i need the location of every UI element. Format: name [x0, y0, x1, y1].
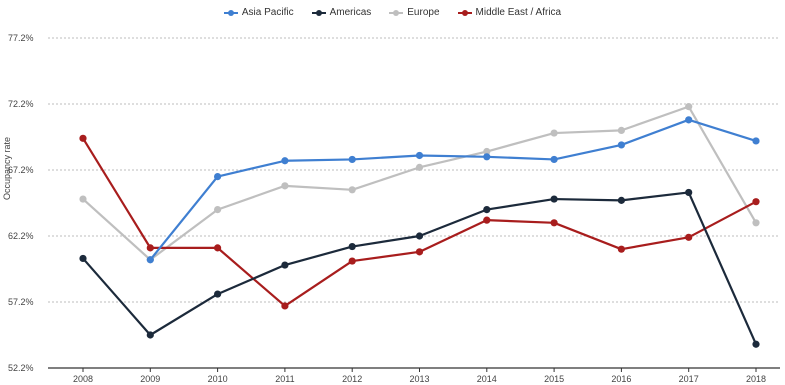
x-tick-label: 2018 — [746, 374, 766, 384]
data-point-europe[interactable] — [617, 126, 626, 134]
data-point-americas[interactable] — [550, 195, 558, 203]
legend-swatch-asia-pacific — [223, 9, 238, 16]
legend-item-asia-pacific[interactable]: Asia Pacific — [223, 7, 294, 18]
y-tick-label: 62.2% — [8, 231, 34, 241]
data-point-americas[interactable] — [752, 340, 760, 348]
series-lines — [79, 103, 760, 348]
legend-label-middle-east-africa: Middle East / Africa — [475, 7, 562, 18]
legend-label-americas: Americas — [329, 7, 372, 18]
series-americas — [79, 188, 760, 348]
data-point-europe[interactable] — [685, 103, 693, 111]
data-point-asia-pacific[interactable] — [146, 256, 154, 264]
x-tick-label: 2013 — [409, 374, 429, 384]
legend-item-americas[interactable]: Americas — [311, 7, 372, 18]
data-point-asia-pacific[interactable] — [550, 155, 558, 164]
y-tick-label: 57.2% — [8, 297, 34, 307]
data-point-middle-east-africa[interactable] — [550, 219, 558, 227]
data-point-americas[interactable] — [415, 232, 424, 240]
y-tick-label: 77.2% — [8, 33, 34, 43]
data-point-europe[interactable] — [214, 206, 222, 214]
x-tick-label: 2012 — [342, 374, 362, 384]
data-point-middle-east-africa[interactable] — [214, 244, 222, 252]
data-point-americas[interactable] — [685, 188, 693, 197]
x-tick-label: 2008 — [73, 374, 93, 384]
data-point-europe[interactable] — [79, 195, 87, 203]
data-point-americas[interactable] — [214, 290, 222, 298]
data-point-middle-east-africa[interactable] — [146, 244, 154, 252]
legend-item-middle-east-africa[interactable]: Middle East / Africa — [457, 7, 562, 18]
x-tick-label: 2015 — [544, 374, 564, 384]
data-point-americas[interactable] — [281, 261, 289, 269]
series-line-asia-pacific — [149, 118, 757, 261]
data-point-asia-pacific[interactable] — [685, 116, 693, 124]
data-point-middle-east-africa[interactable] — [415, 248, 424, 256]
legend-swatch-americas — [311, 9, 326, 16]
series-middle-east-africa — [79, 134, 760, 310]
legend-item-europe[interactable]: Europe — [389, 7, 440, 18]
data-point-americas[interactable] — [617, 196, 626, 204]
data-point-europe[interactable] — [281, 182, 289, 190]
data-point-middle-east-africa[interactable] — [348, 257, 356, 265]
data-point-asia-pacific[interactable] — [281, 157, 289, 165]
legend-label-asia-pacific: Asia Pacific — [241, 7, 294, 18]
x-tick-label: 2009 — [140, 374, 160, 384]
y-tick-labels: 52.2% 57.2% 62.2% 67.2% 72.2% 77.2% — [8, 33, 34, 373]
data-point-middle-east-africa[interactable] — [483, 216, 491, 224]
data-point-europe[interactable] — [483, 147, 491, 156]
y-tick-label: 72.2% — [8, 99, 34, 109]
data-point-europe[interactable] — [550, 129, 558, 137]
y-tick-label: 67.2% — [8, 165, 34, 175]
x-tick-labels: 2008 2009 2010 2011 2012 2013 2014 2015 2016 2017… — [73, 368, 766, 384]
data-point-asia-pacific[interactable] — [617, 141, 626, 149]
data-point-asia-pacific[interactable] — [415, 151, 424, 160]
data-point-middle-east-africa[interactable] — [752, 198, 760, 206]
series-line-middle-east-africa — [82, 137, 757, 308]
series-line-americas — [82, 191, 758, 345]
data-point-asia-pacific[interactable] — [348, 155, 356, 164]
data-point-asia-pacific[interactable] — [483, 153, 491, 161]
x-tick-label: 2014 — [477, 374, 497, 384]
x-tick-label: 2011 — [275, 374, 294, 384]
x-tick-label: 2017 — [679, 374, 699, 384]
data-point-middle-east-africa[interactable] — [617, 245, 626, 253]
series-asia-pacific — [146, 116, 760, 264]
legend-swatch-middle-east-africa — [457, 9, 472, 16]
x-tick-label: 2010 — [208, 374, 228, 384]
data-point-europe[interactable] — [752, 219, 760, 227]
data-point-americas[interactable] — [348, 242, 356, 251]
data-point-asia-pacific[interactable] — [214, 173, 222, 181]
data-point-europe[interactable] — [348, 186, 356, 194]
y-tick-label: 52.2% — [8, 363, 34, 373]
data-point-middle-east-africa[interactable] — [79, 134, 87, 142]
data-point-americas[interactable] — [483, 206, 491, 214]
data-point-asia-pacific[interactable] — [752, 137, 760, 145]
data-point-europe[interactable] — [415, 163, 424, 171]
data-point-americas[interactable] — [79, 254, 87, 263]
legend-swatch-europe — [389, 9, 404, 16]
data-point-middle-east-africa[interactable] — [685, 233, 693, 241]
legend-label-europe: Europe — [407, 7, 440, 18]
data-point-americas[interactable] — [146, 331, 154, 339]
legend: Asia Pacific Americas Europe Middle East… — [0, 7, 785, 18]
x-tick-label: 2016 — [611, 374, 631, 384]
data-point-middle-east-africa[interactable] — [281, 302, 289, 310]
gridlines — [48, 37, 780, 369]
